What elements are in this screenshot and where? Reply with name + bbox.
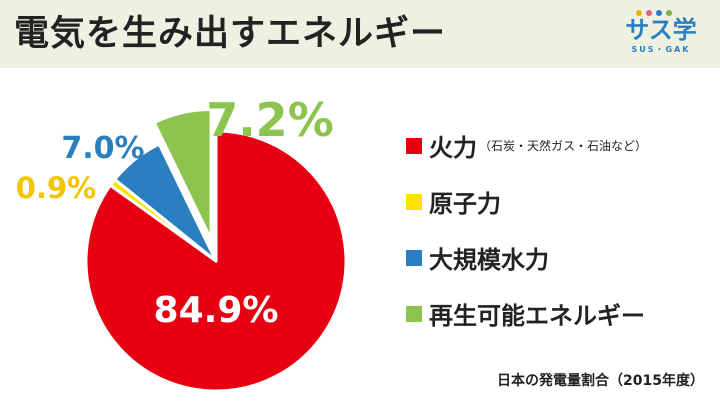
- legend-label-hydro: 大規模水力: [429, 246, 549, 274]
- data-label-hydro: 7.0%: [61, 131, 144, 166]
- logo-subtext: SUS・GAK: [631, 45, 691, 54]
- data-label-renewable: 7.2%: [206, 93, 334, 147]
- legend-swatch-hydro: [406, 249, 422, 266]
- data-label-thermal: 84.9%: [154, 290, 279, 331]
- legend-item-renewable: 再生可能エネルギー: [406, 296, 645, 331]
- legend-label-renewable: 再生可能エネルギー: [429, 302, 645, 330]
- legend-note-thermal: （石炭・天然ガス・石油など）: [479, 139, 648, 153]
- logo-dots: [636, 10, 672, 16]
- legend-item-hydro: 大規模水力: [406, 240, 549, 275]
- pie-slice-renewable: [152, 108, 213, 242]
- legend-swatch-nuclear: [406, 193, 422, 210]
- legend-item-nuclear: 原子力: [406, 184, 501, 219]
- logo-dot: [646, 10, 652, 16]
- legend-swatch-renewable: [406, 305, 422, 322]
- legend-label-nuclear: 原子力: [429, 190, 501, 218]
- header-bar: 電気を生み出すエネルギー サス学 SUS・GAK: [0, 0, 720, 68]
- logo-dot: [636, 10, 642, 16]
- legend-label-thermal: 火力: [429, 134, 477, 162]
- pie-slice-hydro: [113, 142, 218, 263]
- logo: サス学 SUS・GAK: [622, 10, 700, 58]
- logo-dot: [666, 10, 672, 16]
- page-title: 電気を生み出すエネルギー: [14, 14, 447, 54]
- chart-footnote: 日本の発電量割合（2015年度）: [497, 373, 704, 389]
- data-label-nuclear: 0.9%: [16, 171, 96, 205]
- logo-dot: [656, 10, 662, 16]
- logo-text: サス学: [625, 16, 697, 44]
- legend-swatch-thermal: [406, 137, 422, 154]
- legend-item-thermal: 火力 （石炭・天然ガス・石油など）: [406, 128, 647, 163]
